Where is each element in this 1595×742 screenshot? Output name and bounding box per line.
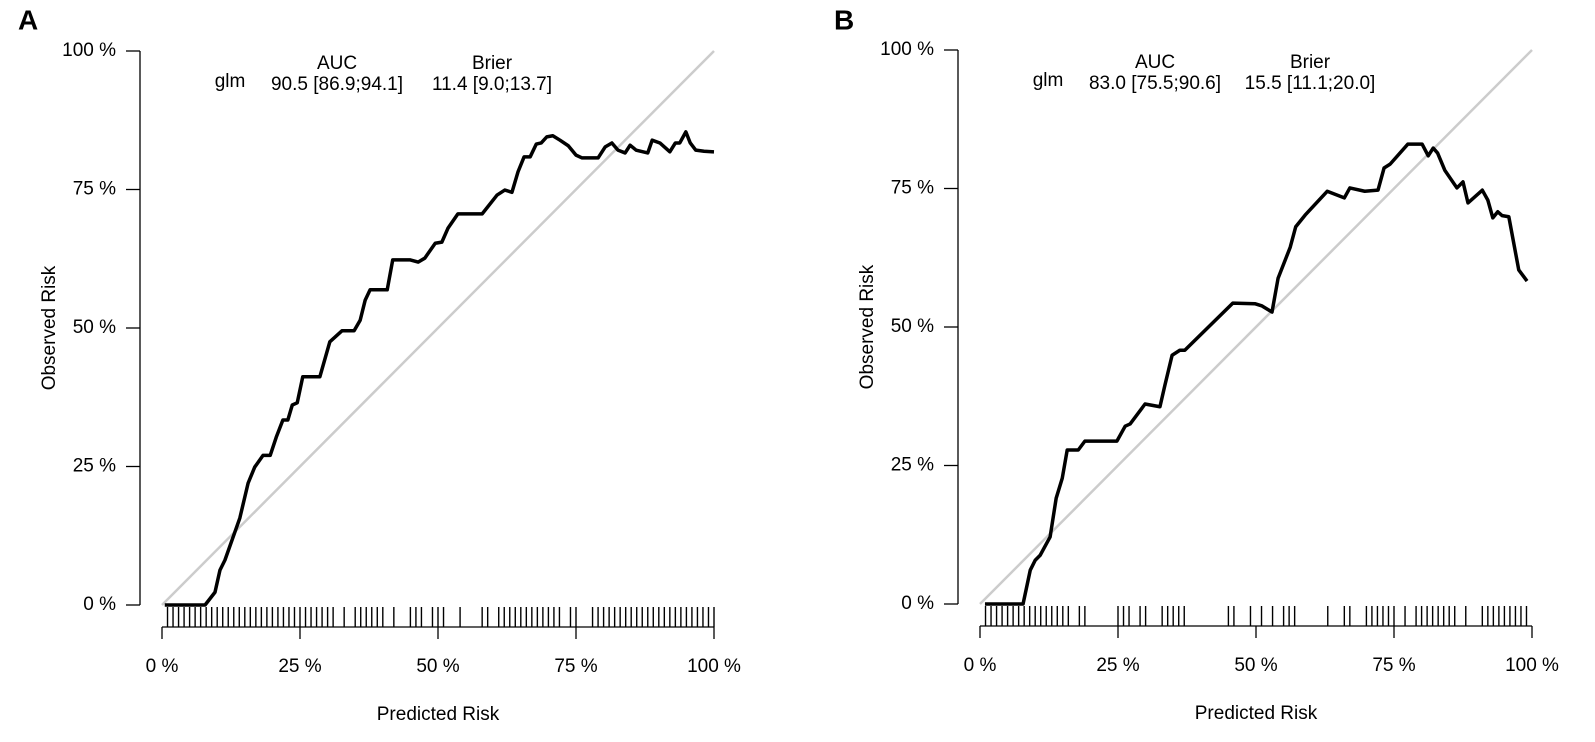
annotation: glm	[215, 71, 246, 92]
x-tick-label: 75 %	[1372, 655, 1415, 676]
annotation: 11.4 [9.0;13.7]	[432, 74, 552, 95]
x-tick-label: 50 %	[1234, 655, 1277, 676]
panel-label: A	[18, 4, 38, 35]
reference-line	[161, 50, 715, 606]
y-tick-label: 100 %	[880, 39, 934, 60]
annotation: 15.5 [11.1;20.0]	[1245, 73, 1376, 94]
panel: A 0 % 25 % 50 % 75 % 100 % 0 % 25 % 50 % 75 % 100 …	[18, 4, 741, 725]
x-tick-label: 100 %	[1505, 655, 1559, 676]
reference-line	[979, 49, 1533, 605]
calibration-line	[164, 130, 715, 607]
annotation: 90.5 [86.9;94.1]	[271, 74, 403, 95]
y-tick-label: 100 %	[62, 40, 116, 61]
y-tick-label: 75 %	[891, 178, 934, 199]
x-tick-label: 50 %	[416, 656, 459, 677]
panel-label: B	[834, 4, 854, 35]
x-axis-label: Predicted Risk	[1195, 703, 1318, 724]
x-tick-label: 0 %	[146, 656, 179, 677]
y-axis-label: Observed Risk	[857, 264, 878, 389]
annotation: Brier	[472, 53, 513, 74]
calibration-line	[984, 142, 1529, 606]
x-tick-label: 75 %	[554, 656, 597, 677]
x-tick-label: 0 %	[964, 655, 997, 676]
x-axis-label: Predicted Risk	[377, 704, 500, 725]
annotation: AUC	[1135, 52, 1175, 73]
y-tick-label: 25 %	[73, 456, 116, 477]
y-axis-label: Observed Risk	[39, 265, 60, 390]
annotation: 83.0 [75.5;90.6]	[1089, 73, 1221, 94]
y-tick-label: 50 %	[891, 316, 934, 337]
y-tick-label: 0 %	[83, 594, 116, 615]
annotation: AUC	[317, 53, 357, 74]
y-tick-label: 0 %	[901, 593, 934, 614]
annotation: Brier	[1290, 52, 1331, 73]
x-tick-label: 100 %	[687, 656, 741, 677]
x-tick-label: 25 %	[1096, 655, 1139, 676]
y-tick-label: 75 %	[73, 179, 116, 200]
x-tick-label: 25 %	[278, 656, 321, 677]
panel: B 0 % 25 % 50 % 75 % 100 % 0 % 25 % 50 % 75 % 100 …	[834, 4, 1559, 724]
y-tick-label: 50 %	[73, 317, 116, 338]
y-tick-label: 25 %	[891, 455, 934, 476]
annotation: glm	[1033, 70, 1064, 91]
